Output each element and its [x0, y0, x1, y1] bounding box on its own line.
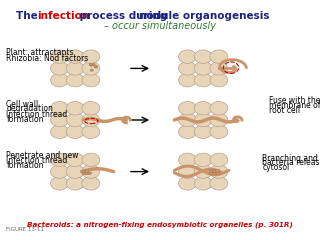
Circle shape [89, 64, 92, 66]
Text: nodule organogenesis: nodule organogenesis [139, 11, 269, 21]
Circle shape [194, 62, 212, 75]
Circle shape [82, 62, 100, 75]
Text: formation: formation [6, 161, 44, 170]
Circle shape [82, 113, 100, 127]
Circle shape [194, 102, 212, 115]
Circle shape [215, 172, 220, 175]
Text: membrane of: membrane of [269, 101, 320, 110]
Circle shape [194, 73, 212, 87]
Circle shape [66, 62, 84, 75]
Circle shape [210, 125, 228, 138]
Circle shape [179, 102, 196, 115]
Circle shape [179, 62, 196, 75]
Circle shape [209, 172, 213, 175]
Circle shape [51, 50, 68, 63]
Text: degradation: degradation [6, 104, 53, 114]
Text: Rhizobia: Nod factors: Rhizobia: Nod factors [6, 54, 89, 63]
Circle shape [66, 153, 84, 167]
Circle shape [194, 113, 212, 127]
Text: Fuse with the: Fuse with the [269, 96, 320, 105]
Circle shape [210, 113, 228, 127]
Circle shape [179, 125, 196, 138]
Circle shape [215, 169, 220, 173]
Circle shape [210, 73, 228, 87]
Circle shape [92, 63, 95, 66]
Circle shape [82, 172, 86, 175]
Circle shape [179, 50, 196, 63]
Circle shape [210, 153, 228, 167]
Circle shape [66, 50, 84, 63]
Circle shape [82, 177, 100, 190]
Circle shape [210, 177, 228, 190]
Circle shape [66, 125, 84, 138]
Circle shape [82, 73, 100, 87]
Text: Infection thread: Infection thread [6, 110, 68, 119]
Text: FIGURE 13-11: FIGURE 13-11 [6, 227, 44, 232]
Circle shape [66, 165, 84, 178]
Text: infection thread: infection thread [6, 156, 68, 165]
Circle shape [93, 65, 97, 67]
Circle shape [85, 172, 89, 175]
Circle shape [179, 153, 196, 167]
Circle shape [51, 62, 68, 75]
Circle shape [212, 172, 217, 175]
Circle shape [66, 113, 84, 127]
Circle shape [51, 125, 68, 138]
Circle shape [82, 125, 100, 138]
Circle shape [194, 153, 212, 167]
Circle shape [212, 169, 217, 173]
Circle shape [82, 102, 100, 115]
Circle shape [88, 172, 92, 175]
Text: – occur simultaneously: – occur simultaneously [104, 21, 216, 31]
Text: process during: process during [76, 11, 170, 21]
Circle shape [51, 113, 68, 127]
Text: cytosol: cytosol [262, 163, 290, 172]
Circle shape [194, 165, 212, 178]
Text: root cell: root cell [269, 106, 300, 115]
Circle shape [82, 153, 100, 167]
Circle shape [210, 165, 228, 178]
Circle shape [194, 177, 212, 190]
Circle shape [89, 63, 92, 66]
Circle shape [179, 165, 196, 178]
Text: Cell wall: Cell wall [6, 100, 39, 109]
Text: Bacteroids: a nitrogen-fixing endosymbiotic organelles (p. 301R): Bacteroids: a nitrogen-fixing endosymbio… [27, 222, 293, 228]
Circle shape [51, 73, 68, 87]
Circle shape [95, 66, 98, 68]
Text: formation: formation [6, 115, 44, 124]
Circle shape [85, 170, 89, 173]
Circle shape [51, 153, 68, 167]
Circle shape [90, 69, 93, 71]
Circle shape [194, 125, 212, 138]
Circle shape [51, 177, 68, 190]
Circle shape [194, 50, 212, 63]
Circle shape [66, 102, 84, 115]
Circle shape [210, 62, 228, 75]
Circle shape [66, 177, 84, 190]
Circle shape [209, 169, 213, 173]
Text: The: The [16, 11, 41, 21]
Circle shape [82, 165, 100, 178]
Circle shape [51, 102, 68, 115]
Circle shape [179, 73, 196, 87]
Text: Penetrate and new: Penetrate and new [6, 151, 79, 160]
Circle shape [66, 73, 84, 87]
Text: bacteria released into the: bacteria released into the [262, 158, 320, 168]
Circle shape [179, 177, 196, 190]
Text: Plant: attractants: Plant: attractants [6, 48, 74, 57]
Circle shape [210, 102, 228, 115]
Text: infection: infection [37, 11, 89, 21]
Circle shape [51, 165, 68, 178]
Circle shape [210, 50, 228, 63]
Circle shape [82, 50, 100, 63]
Text: Branching and extending: Branching and extending [262, 154, 320, 163]
Circle shape [179, 113, 196, 127]
Circle shape [82, 170, 86, 173]
